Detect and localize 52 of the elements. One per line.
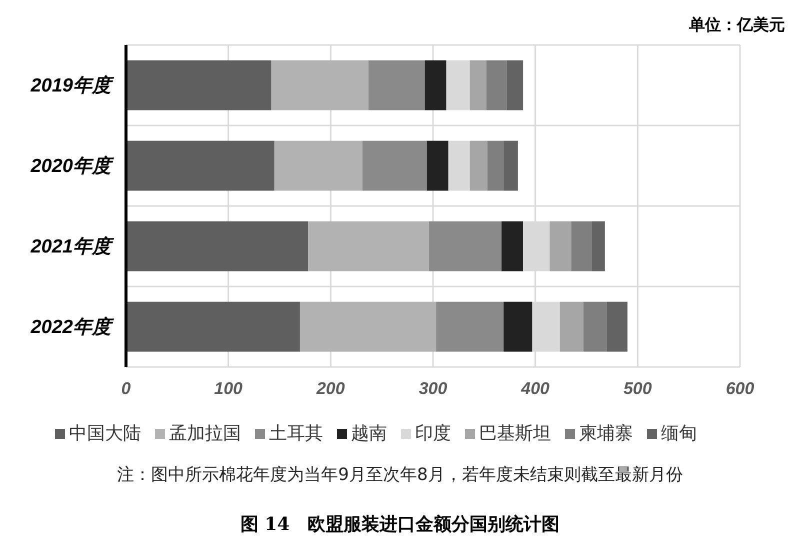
bar <box>470 140 488 191</box>
text: 单位：亿美元 <box>688 15 785 34</box>
bar <box>550 221 572 272</box>
x-tick-label: 0 <box>121 379 132 398</box>
bar <box>504 302 532 352</box>
bar <box>271 60 369 110</box>
y-tick-label: 2019年度 <box>30 74 115 96</box>
legend-label: 越南 <box>351 423 387 444</box>
bar <box>126 221 308 272</box>
bar <box>486 60 507 110</box>
bar <box>424 60 446 110</box>
bar <box>504 140 518 191</box>
bar <box>487 140 504 191</box>
legend-label: 孟加拉国 <box>169 423 241 444</box>
legend-label: 巴基斯坦 <box>479 423 551 444</box>
bar <box>426 140 448 191</box>
x-tick-label: 200 <box>315 379 346 398</box>
bar <box>502 221 524 272</box>
y-tick-label: 2021年度 <box>30 235 115 258</box>
y-tick-label: 2022年度 <box>30 316 115 338</box>
legend-label: 印度 <box>415 423 451 444</box>
bar <box>606 302 628 352</box>
bar <box>583 302 607 352</box>
x-tick-label: 300 <box>418 379 448 398</box>
bar <box>470 60 486 110</box>
y-tick-label: 2020年度 <box>30 154 115 177</box>
x-tick-label: 100 <box>214 379 244 398</box>
bar <box>368 60 425 110</box>
bar <box>126 302 300 352</box>
bar <box>436 302 504 352</box>
bar <box>448 140 470 191</box>
bar <box>308 221 429 272</box>
text: 图 14 欧盟服装进口金额分国别统计图 <box>240 514 560 535</box>
bar <box>362 140 427 191</box>
x-tick-label: 600 <box>726 379 755 398</box>
bar <box>506 60 524 110</box>
bar <box>428 221 502 272</box>
legend-label: 缅甸 <box>661 423 697 444</box>
bar <box>126 140 274 191</box>
text: 注：图中所示棉花年度为当年9月至次年8月，若年度未结束则截至最新月份 <box>117 465 683 485</box>
bar <box>446 60 470 110</box>
bar <box>300 302 436 352</box>
bar <box>592 221 605 272</box>
legend-label: 土耳其 <box>269 423 323 444</box>
legend-label: 中国大陆 <box>69 423 141 444</box>
bar <box>571 221 592 272</box>
legend-label: 柬埔寨 <box>579 423 633 444</box>
bar <box>560 302 584 352</box>
bar <box>274 140 362 191</box>
x-tick-label: 500 <box>623 379 652 398</box>
bar <box>126 60 272 110</box>
x-tick-label: 400 <box>520 379 550 398</box>
